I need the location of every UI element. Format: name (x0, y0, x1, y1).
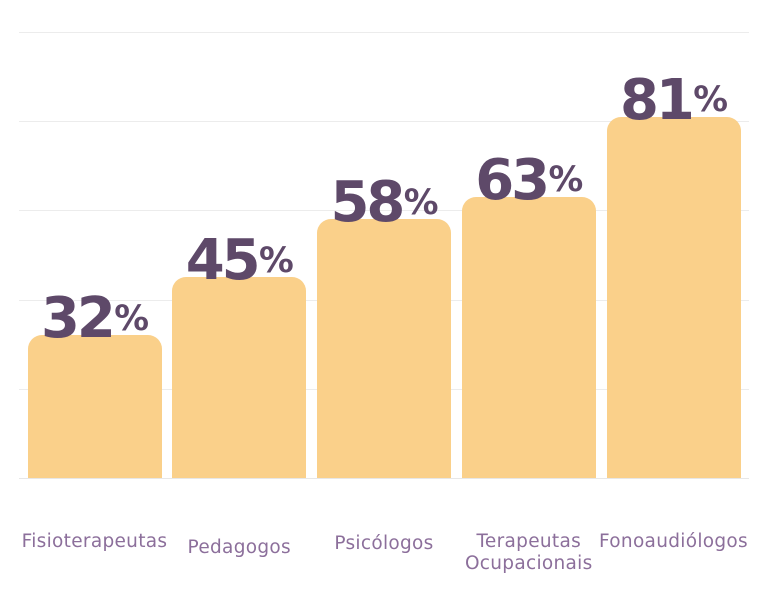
bar-value-number: 58 (330, 170, 405, 236)
bar-value-number: 45 (185, 228, 261, 294)
percent-sign: % (259, 240, 294, 281)
category-label: Psicólogos (334, 533, 434, 554)
bar-value-label: 81% (620, 72, 728, 129)
gridline (19, 210, 749, 211)
gridline (19, 121, 749, 122)
bar-value-label: 45% (186, 233, 294, 289)
bar-value-label: 58% (330, 175, 439, 231)
bar-value-number: 81 (619, 67, 695, 133)
bar-value-number: 63 (475, 148, 550, 214)
bar (172, 277, 307, 478)
bar (317, 219, 451, 478)
percent-sign: % (403, 182, 439, 223)
bar (461, 197, 596, 478)
gridline (19, 32, 749, 33)
category-label: Fonoaudiólogos (599, 531, 748, 552)
category-label: Pedagogos (187, 537, 291, 558)
bar (606, 116, 741, 478)
percent-sign: % (114, 298, 149, 339)
category-label: Fisioterapeutas (21, 531, 168, 552)
percent-sign: % (693, 80, 728, 121)
bar-value-number: 32 (40, 286, 116, 352)
category-label: Terapeutas Ocupacionais (464, 531, 593, 574)
gridline (19, 478, 749, 479)
bar-value-label: 32% (41, 291, 149, 347)
bar-value-label: 63% (475, 153, 584, 209)
percent-sign: % (548, 160, 584, 201)
bar (27, 335, 162, 478)
